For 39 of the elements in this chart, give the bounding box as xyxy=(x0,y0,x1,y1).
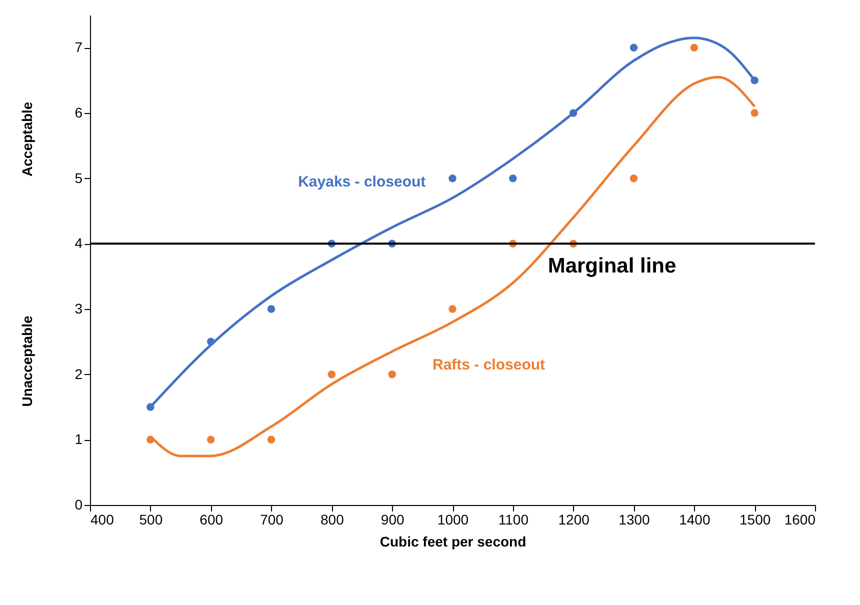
point xyxy=(630,44,638,52)
x-tick-label: 1100 xyxy=(498,512,529,528)
y-tick-label: 4 xyxy=(74,235,83,252)
point xyxy=(388,370,396,378)
point xyxy=(206,436,215,444)
x-tick-label: 500 xyxy=(139,512,163,528)
y-tick-label: 1 xyxy=(74,431,83,448)
y-tick-label: 5 xyxy=(74,170,83,186)
point xyxy=(750,109,758,117)
series-label: Kayaks - closeout xyxy=(298,174,426,191)
text: Acceptable xyxy=(19,102,35,176)
x-tick-label: 1000 xyxy=(437,512,469,528)
point xyxy=(328,370,336,378)
text: Unacceptable xyxy=(19,316,35,407)
x-tick-label: 1300 xyxy=(618,512,650,528)
text: Rafts - closeout xyxy=(432,356,546,374)
x-axis-title: Cubic feet per second xyxy=(380,534,526,550)
x-tick-label: 700 xyxy=(260,512,284,528)
x-tick-label: 1500 xyxy=(740,512,771,528)
point xyxy=(690,44,698,52)
point xyxy=(630,174,638,182)
x-tick-label: 600 xyxy=(200,512,224,528)
ref-line-label: Marginal line xyxy=(548,254,676,278)
y-tick-label: 6 xyxy=(74,104,83,120)
point xyxy=(448,305,456,313)
x-tick-label: 1400 xyxy=(679,512,710,528)
y-tick-label: 7 xyxy=(74,39,83,56)
x-tick-label: 400 xyxy=(90,512,114,528)
x-tick-label: 1200 xyxy=(558,512,590,528)
point xyxy=(267,305,276,313)
x-tick-label: 900 xyxy=(380,512,404,528)
x-tick-label: 800 xyxy=(320,512,344,528)
y-tick-label: 0 xyxy=(74,496,83,512)
point xyxy=(448,174,456,182)
y-tick-label: 2 xyxy=(74,366,83,382)
y-tick-label: 3 xyxy=(74,300,83,316)
point xyxy=(509,174,517,182)
point xyxy=(267,436,276,444)
x-tick-label: 1600 xyxy=(784,512,816,528)
